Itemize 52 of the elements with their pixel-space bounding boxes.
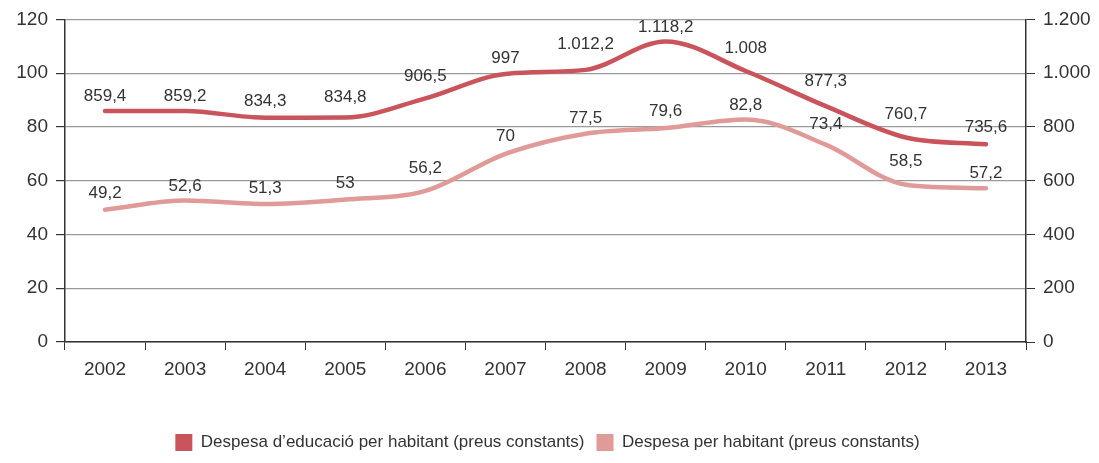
data-label: 82,8: [729, 94, 763, 114]
data-label: 1.012,2: [557, 34, 614, 54]
x-tick-label: 2002: [83, 357, 127, 379]
y2-tick-label: 600: [1043, 168, 1075, 190]
y-tick-label: 120: [16, 7, 48, 29]
data-label: 52,6: [168, 175, 202, 195]
y2-tick-label: 200: [1043, 276, 1075, 298]
y-tick-label: 100: [16, 61, 48, 83]
data-label: 49,2: [88, 182, 122, 202]
y2-tick-label: 800: [1043, 115, 1075, 137]
data-label: 57,2: [969, 162, 1003, 182]
data-label: 1.008: [724, 37, 767, 57]
y2-tick-label: 0: [1043, 330, 1054, 352]
y-tick-label: 40: [26, 222, 48, 244]
data-label: 735,6: [964, 117, 1008, 137]
data-label: 859,4: [83, 86, 127, 106]
x-tick-label: 2003: [163, 357, 207, 379]
data-label: 79,6: [649, 101, 683, 121]
y-tick-label: 0: [37, 330, 48, 352]
legend-label: Despesa per habitant (preus constants): [622, 432, 920, 452]
x-tick-label: 2009: [644, 357, 687, 379]
data-label: 51,3: [248, 178, 282, 198]
x-tick-label: 2010: [724, 357, 767, 379]
x-tick-label: 2013: [964, 357, 1008, 379]
data-label: 859,2: [163, 86, 207, 106]
data-label: 53: [335, 173, 355, 193]
data-label: 760,7: [884, 103, 928, 123]
data-label: 834,3: [243, 90, 287, 110]
x-tick-label: 2007: [484, 357, 527, 379]
legend-label: Despesa d’educació per habitant (preus constants): [200, 432, 585, 452]
x-tick-label: 2011: [805, 357, 847, 379]
data-label: 997: [491, 48, 520, 68]
data-label: 73,4: [809, 114, 843, 134]
x-tick-label: 2006: [404, 357, 447, 379]
data-label: 58,5: [889, 150, 923, 170]
y-tick-label: 20: [26, 276, 48, 298]
x-tick-label: 2004: [244, 357, 287, 379]
x-tick-label: 2005: [324, 357, 367, 379]
x-tick-label: 2012: [884, 357, 928, 379]
data-label: 70: [496, 126, 515, 146]
data-label: 1.118,2: [637, 16, 694, 36]
y2-tick-label: 1.200: [1043, 7, 1091, 29]
data-label: 56,2: [408, 157, 442, 177]
data-label: 906,5: [404, 66, 447, 86]
y-tick-label: 60: [26, 168, 48, 190]
x-tick-label: 2008: [564, 357, 607, 379]
data-label: 834,8: [324, 87, 367, 107]
y2-tick-label: 1.000: [1043, 61, 1091, 83]
y-tick-label: 80: [26, 115, 48, 137]
data-label: 877,3: [804, 71, 848, 91]
data-label: 77,5: [568, 107, 603, 127]
y2-tick-label: 400: [1043, 222, 1075, 244]
